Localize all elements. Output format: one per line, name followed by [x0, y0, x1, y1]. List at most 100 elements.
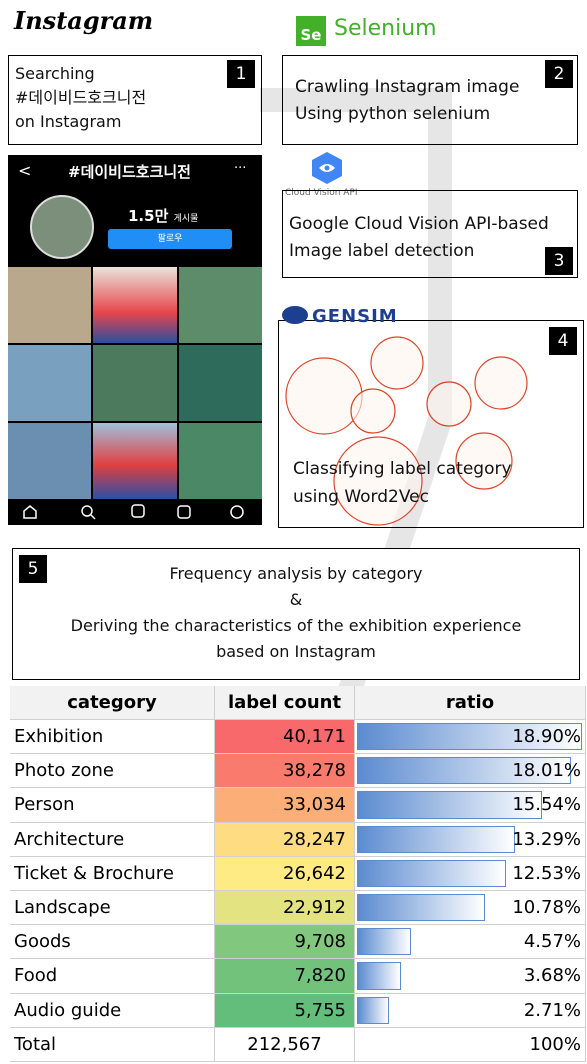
ratio-label: 3.68%	[524, 959, 581, 993]
ratio-cell: 13.29%	[355, 823, 586, 857]
line: using Word2Vec	[293, 483, 512, 511]
selenium-logo: Selenium	[334, 16, 437, 41]
label-count-cell: 38,278	[215, 754, 355, 788]
selenium-badge: Se	[296, 16, 326, 46]
category-cell: Architecture	[10, 823, 215, 857]
category-cell: Person	[10, 788, 215, 822]
bottom-nav	[8, 499, 262, 525]
ratio-bar	[357, 928, 411, 955]
line: Classifying label category	[293, 455, 512, 483]
photo	[8, 345, 91, 421]
label-count-cell: 5,755	[215, 994, 355, 1028]
step-text: Crawling Instagram image Using python se…	[295, 74, 519, 128]
page: Instagram Se Selenium Searching #데이비드호크니…	[0, 0, 587, 1064]
category-cell: Landscape	[10, 891, 215, 925]
step-box: 5 Frequency analysis by category & Deriv…	[12, 548, 580, 680]
photo	[179, 345, 262, 421]
cloud-vision-icon	[310, 150, 344, 186]
count: 1.5만	[128, 207, 168, 225]
ratio-cell: 2.71%	[355, 994, 586, 1028]
column-header: ratio	[355, 686, 586, 720]
line: Crawling Instagram image	[295, 74, 519, 101]
ratio-label: 18.90%	[512, 720, 581, 754]
line: Google Cloud Vision API-based	[289, 211, 549, 238]
ratio-label: 15.54%	[512, 788, 581, 822]
ratio-cell: 18.90%	[355, 720, 586, 754]
ratio-cell: 3.68%	[355, 959, 586, 993]
category-cell: Goods	[10, 925, 215, 959]
line: &	[13, 587, 579, 613]
ratio-label: 12.53%	[512, 857, 581, 891]
photo-grid	[8, 267, 262, 499]
label-count-cell: 40,171	[215, 720, 355, 754]
ratio-cell: 4.57%	[355, 925, 586, 959]
line: based on Instagram	[13, 639, 579, 665]
instagram-logo: Instagram	[14, 6, 153, 35]
ratio-cell: 12.53%	[355, 857, 586, 891]
ratio-bar	[357, 962, 401, 989]
step-number: 4	[549, 327, 577, 355]
instagram-screenshot: < #데이비드호크니전 ··· 1.5만 게시물 팔로우	[8, 155, 262, 525]
category-cell: Exhibition	[10, 720, 215, 754]
step-box: Searching #데이비드호크니전 on Instagram 1	[8, 55, 262, 145]
total-cell: 212,567	[215, 1028, 355, 1062]
post-count: 1.5만 게시물	[128, 205, 198, 226]
step-box: Crawling Instagram image Using python se…	[282, 55, 578, 145]
step-box: Classifying label category using Word2Ve…	[278, 320, 584, 528]
ratio-cell: 10.78%	[355, 891, 586, 925]
ratio-bar	[357, 997, 389, 1024]
ratio-bar	[357, 860, 506, 887]
step-box: Google Cloud Vision API-based Image labe…	[282, 190, 578, 278]
step-text: Google Cloud Vision API-based Image labe…	[289, 211, 549, 265]
category-cell: Audio guide	[10, 994, 215, 1028]
photo	[93, 267, 176, 343]
column-header: label count	[215, 686, 355, 720]
hashtag-title: #데이비드호크니전	[68, 161, 191, 182]
ratio-bar	[357, 894, 485, 921]
back-icon: <	[18, 161, 31, 180]
photo	[8, 423, 91, 499]
photo	[93, 423, 176, 499]
line: #데이비드호크니전	[15, 86, 146, 110]
gensim-logo: GENSIM	[312, 306, 398, 327]
ratio-label: 4.57%	[524, 925, 581, 959]
ratio-label: 10.78%	[512, 891, 581, 925]
category-cell: Ticket & Brochure	[10, 857, 215, 891]
photo	[93, 345, 176, 421]
profile-image	[30, 195, 94, 259]
label-count-cell: 33,034	[215, 788, 355, 822]
line: on Instagram	[15, 110, 146, 134]
step-number: 1	[227, 60, 255, 88]
line: Deriving the characteristics of the exhi…	[13, 613, 579, 639]
posts-label: 게시물	[174, 214, 199, 224]
ratio-bar	[357, 826, 515, 853]
line: Searching	[15, 62, 146, 86]
line: Frequency analysis by category	[13, 561, 579, 587]
step-number: 3	[545, 247, 573, 275]
label-count-cell: 7,820	[215, 959, 355, 993]
label-count-cell: 28,247	[215, 823, 355, 857]
category-cell: Photo zone	[10, 754, 215, 788]
step-number: 2	[545, 60, 573, 88]
ratio-cell: 15.54%	[355, 788, 586, 822]
label-count-cell: 22,912	[215, 891, 355, 925]
photo	[179, 267, 262, 343]
step-text: Frequency analysis by category & Derivin…	[13, 561, 579, 665]
photo	[179, 423, 262, 499]
photo	[8, 267, 91, 343]
label-count-cell: 26,642	[215, 857, 355, 891]
ratio-label: 2.71%	[524, 994, 581, 1028]
ratio-cell: 18.01%	[355, 754, 586, 788]
follow-button[interactable]: 팔로우	[108, 229, 232, 249]
step-text: Classifying label category using Word2Ve…	[293, 455, 512, 511]
line: Image label detection	[289, 238, 549, 265]
category-cell: Food	[10, 959, 215, 993]
column-header: category	[10, 686, 215, 720]
total-cell: 100%	[355, 1028, 586, 1062]
line: Using python selenium	[295, 101, 519, 128]
ratio-label: 18.01%	[512, 754, 581, 788]
step-text: Searching #데이비드호크니전 on Instagram	[15, 62, 146, 134]
gensim-icon	[282, 306, 308, 324]
menu-icon: ···	[234, 161, 246, 176]
